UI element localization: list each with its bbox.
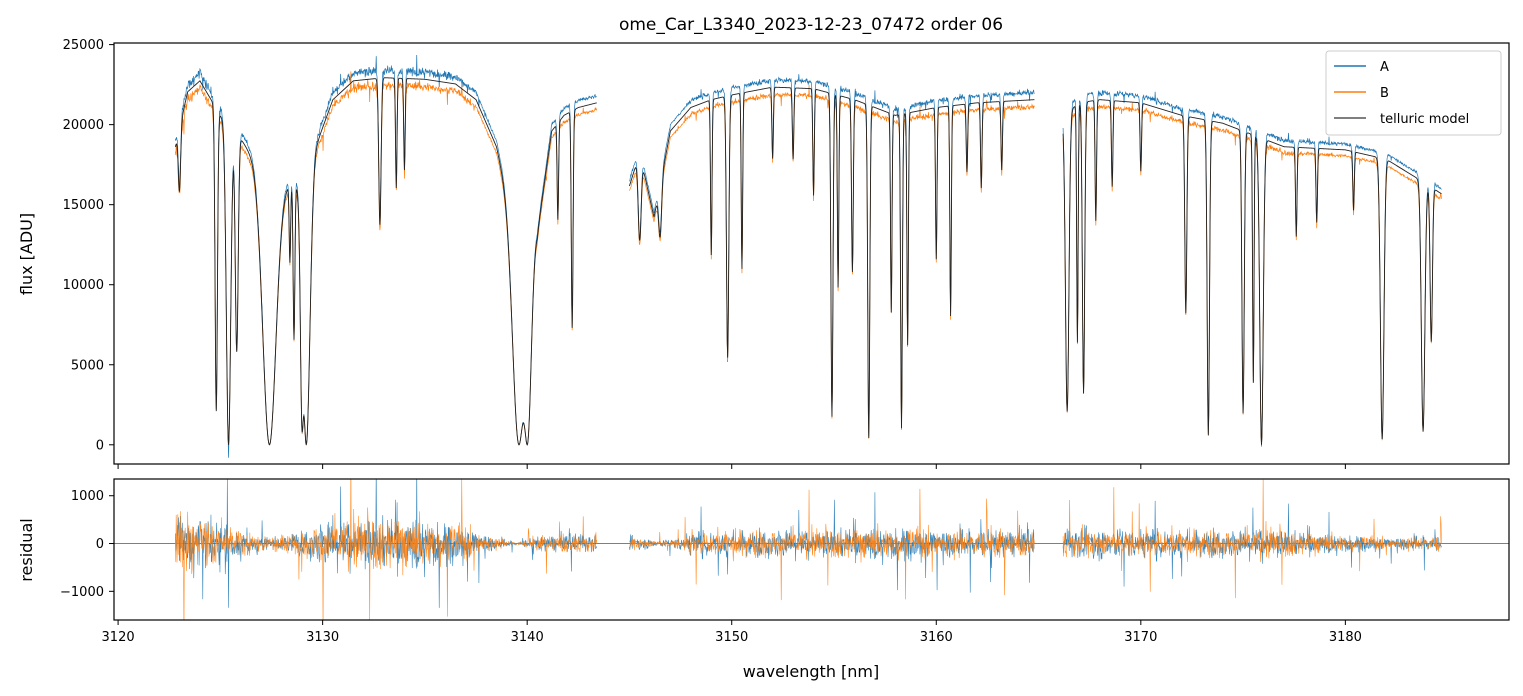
telluric-model-line-segment-0: [174, 77, 597, 446]
flux-x-ticks: [117, 464, 1346, 469]
telluric-model-line-segment-1: [629, 86, 1035, 439]
residual-x-tick-label: 3160: [920, 630, 953, 645]
flux-line-a-segment-1: [629, 74, 1035, 436]
residual-x-tick-label: 3130: [306, 630, 339, 645]
legend-label-telluric-model: telluric model: [1380, 112, 1469, 127]
residual-y-tick-label: 0: [96, 537, 104, 552]
flux-y-tick-label: 25000: [63, 38, 104, 53]
residual-y-ticks: −1000 0 1000: [60, 489, 114, 600]
flux-y-axis-label: flux [ADU]: [17, 213, 36, 295]
flux-plot-area: [174, 55, 1442, 458]
residual-x-tick-label: 3180: [1329, 630, 1362, 645]
x-axis-label: wavelength [nm]: [743, 662, 880, 681]
flux-line-b-segment-1: [629, 84, 1035, 439]
residual-x-tick-label: 3140: [511, 630, 544, 645]
residual-x-ticks: 3120 3130 3140 3150 3160 3170 3180: [102, 620, 1362, 645]
residual-y-tick-label: 1000: [71, 489, 104, 504]
flux-axes: 0 5000 10000 15000 20000 25000 flux [ADU] A B…: [17, 38, 1510, 469]
residual-x-tick-label: 3120: [102, 630, 135, 645]
telluric-model-line-segment-2: [1062, 99, 1442, 445]
legend-label-b: B: [1380, 86, 1389, 101]
residual-line-b-segment-1: [629, 488, 1035, 601]
residual-plot-area: [114, 479, 1509, 620]
legend-label-a: A: [1380, 60, 1389, 75]
residual-x-tick-label: 3150: [715, 630, 748, 645]
flux-y-ticks: 0 5000 10000 15000 20000 25000: [63, 38, 114, 453]
flux-y-tick-label: 10000: [63, 278, 104, 293]
flux-y-tick-label: 0: [96, 438, 104, 453]
flux-y-tick-label: 15000: [63, 198, 104, 213]
residual-line-b-segment-0: [175, 479, 598, 620]
legend: A B telluric model: [1325, 50, 1502, 136]
residual-y-axis-label: residual: [17, 518, 36, 581]
legend-box: [1325, 50, 1502, 136]
flux-axes-frame: [113, 42, 1510, 465]
residual-x-tick-label: 3170: [1124, 630, 1157, 645]
flux-y-tick-label: 5000: [71, 358, 104, 373]
residual-line-b-segment-2: [1062, 479, 1442, 599]
residual-axes-frame: [113, 478, 1510, 621]
chart-title: ome_Car_L3340_2023-12-23_07472 order 06: [619, 15, 1003, 35]
residual-y-tick-label: −1000: [60, 585, 104, 600]
flux-y-tick-label: 20000: [63, 118, 104, 133]
residual-line-a-segment-1: [629, 492, 1035, 593]
